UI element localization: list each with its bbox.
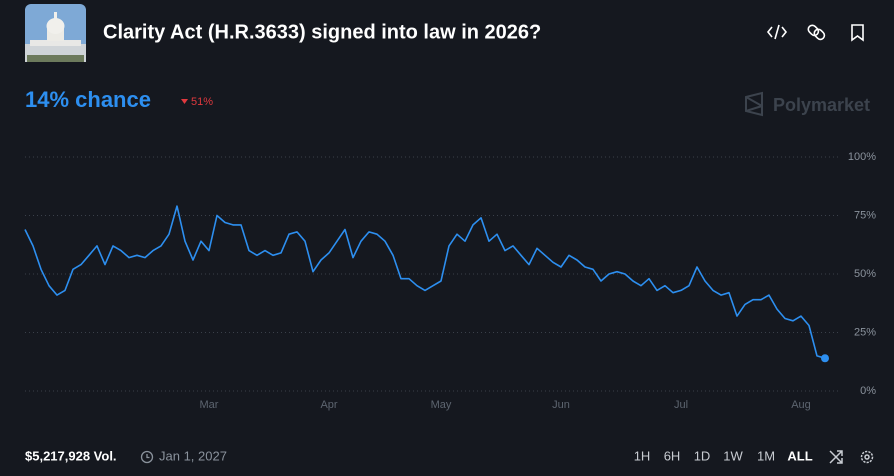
range-button[interactable]: ALL	[787, 448, 812, 463]
y-tick-label: 25%	[854, 326, 876, 338]
brand-logo	[745, 91, 763, 117]
current-point	[821, 354, 829, 363]
volume: $5,217,928 Vol.	[25, 448, 117, 463]
range-button[interactable]: 1D	[694, 448, 711, 463]
x-tick-label: Mar	[200, 399, 219, 411]
y-tick-label: 50%	[854, 268, 876, 280]
down-arrow	[181, 99, 188, 104]
range-button[interactable]: 1M	[757, 448, 775, 463]
y-tick-label: 75%	[854, 209, 876, 221]
bookmark-icon[interactable]	[851, 24, 864, 42]
x-tick-label: Jun	[552, 399, 570, 411]
end-date: Jan 1, 2027	[159, 448, 227, 463]
price-line	[24, 205, 826, 359]
clock-icon	[140, 450, 154, 464]
x-tick-label: Jul	[674, 399, 688, 411]
change: 51%	[191, 96, 213, 108]
range-button[interactable]: 1H	[634, 448, 651, 463]
settings-icon[interactable]	[860, 450, 874, 464]
range-button[interactable]: 1W	[723, 448, 743, 463]
y-tick-label: 0%	[860, 385, 876, 397]
x-tick-label: Aug	[791, 399, 811, 411]
market-image	[25, 4, 86, 62]
x-tick-label: May	[431, 399, 452, 411]
title: Clarity Act (H.R.3633) signed into law i…	[103, 21, 541, 43]
range-button[interactable]: 6H	[664, 448, 681, 463]
y-tick-label: 100%	[848, 151, 876, 163]
link-icon[interactable]	[807, 24, 826, 41]
shuffle-icon[interactable]	[829, 450, 843, 464]
x-tick-label: Apr	[320, 399, 337, 411]
brand: Polymarket	[773, 95, 870, 115]
headline: 14% chance	[25, 87, 151, 112]
embed-icon[interactable]	[766, 24, 788, 40]
